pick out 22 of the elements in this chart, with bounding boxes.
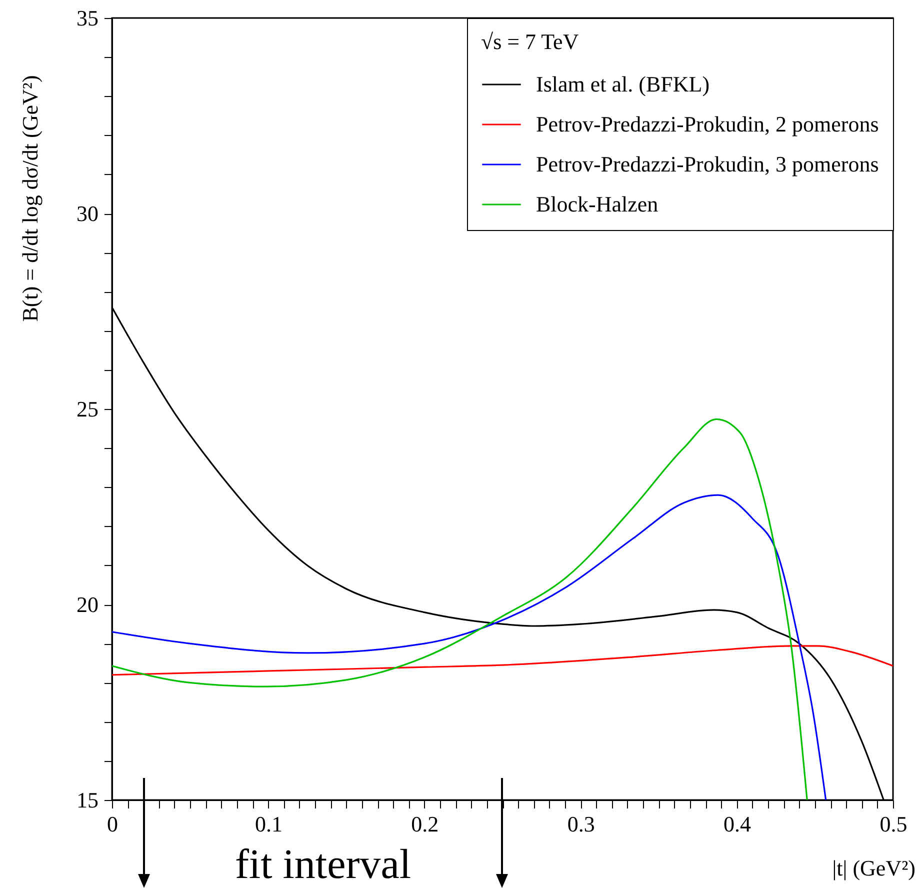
- line-series: [112, 645, 893, 676]
- line-series: [112, 494, 827, 800]
- y-tick-label: 15: [76, 788, 98, 812]
- line-series: [112, 418, 808, 800]
- x-tick-label: 0.3: [567, 812, 595, 836]
- legend-title: √s = 7 TeV: [481, 29, 579, 54]
- x-tick-label: 0.2: [411, 812, 439, 836]
- y-tick-label: 30: [76, 201, 98, 226]
- x-tick-label: 0.5: [880, 812, 908, 836]
- legend-label: Petrov-Predazzi-Prokudin, 2 pomerons: [536, 112, 879, 136]
- y-tick-label: 20: [76, 592, 98, 617]
- x-tick-label: 0.1: [254, 812, 282, 836]
- text: fit interval: [234, 842, 412, 888]
- x-tick-label: 0: [107, 812, 118, 836]
- y-tick-label: 35: [76, 6, 98, 30]
- legend-label: Petrov-Predazzi-Prokudin, 3 pomerons: [536, 152, 879, 176]
- x-tick-label: 0.4: [724, 812, 752, 836]
- y-tick-label: 25: [76, 396, 98, 422]
- y-axis-title: B(t) = d/dt log dσ/dt (GeV²): [18, 75, 42, 322]
- legend-label: Islam et al. (BFKL): [536, 72, 710, 96]
- legend-label: Block-Halzen: [536, 192, 658, 216]
- x-axis-title: |t| (GeV²): [832, 856, 916, 880]
